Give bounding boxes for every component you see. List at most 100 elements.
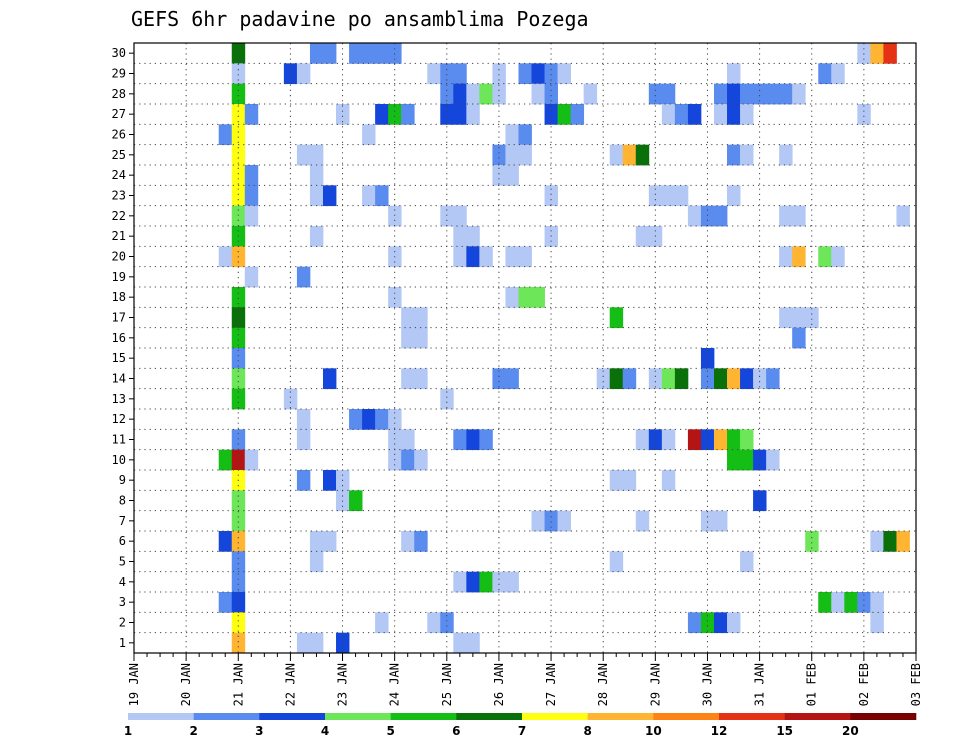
cell-member-23-step-18 (362, 185, 376, 207)
cell-member-28-step-46 (727, 83, 741, 105)
cell-member-27-step-41 (661, 104, 676, 125)
cell-member-7-step-8 (231, 510, 246, 532)
cell-member-29-step-46 (727, 63, 741, 85)
cell-member-2-step-44 (700, 612, 715, 634)
y-tick-label: 22 (112, 209, 126, 223)
cell-member-29-step-33 (557, 63, 572, 85)
cell-member-6-step-22 (414, 531, 428, 552)
y-tick-label: 1 (119, 636, 126, 650)
colorbar-label: 20 (842, 724, 859, 738)
colorbar-swatch (128, 713, 194, 720)
y-tick-label: 9 (119, 473, 126, 487)
cell-member-22-step-8 (231, 205, 246, 227)
cell-member-29-step-24 (440, 63, 454, 85)
y-tick-label: 25 (112, 148, 126, 162)
cell-member-28-step-31 (531, 83, 545, 105)
colorbar-swatch (259, 713, 326, 720)
cell-member-17-step-50 (779, 307, 793, 329)
colorbar-swatch (390, 713, 457, 720)
cell-member-29-step-31 (531, 63, 545, 85)
cell-member-17-step-22 (414, 307, 428, 329)
cell-member-20-step-29 (505, 246, 519, 268)
cell-member-14-step-36 (596, 368, 611, 390)
cell-member-12-step-18 (362, 409, 376, 430)
cell-member-2-step-46 (727, 612, 741, 634)
y-tick-label: 7 (119, 514, 126, 528)
cell-member-6-step-52 (805, 531, 819, 552)
y-tick-label: 20 (112, 250, 126, 264)
cell-member-9-step-41 (661, 470, 676, 491)
cell-member-17-step-21 (401, 307, 415, 329)
cell-member-11-step-20 (388, 429, 402, 451)
colorbar-swatch (719, 713, 785, 720)
cell-member-30-step-19 (375, 43, 389, 64)
cell-member-27-step-19 (375, 104, 389, 125)
colorbar-label: 3 (255, 724, 263, 738)
cell-member-23-step-41 (661, 185, 676, 207)
cell-member-28-step-28 (492, 83, 506, 105)
cell-member-29-step-8 (231, 63, 246, 85)
cell-member-28-step-47 (740, 83, 754, 105)
y-tick-label: 12 (112, 412, 126, 426)
cell-member-16-step-8 (231, 327, 246, 349)
cell-member-2-step-23 (427, 612, 441, 634)
cell-member-14-step-15 (322, 368, 337, 390)
cell-member-5-step-37 (609, 551, 624, 573)
x-tick-label: 22 JAN (283, 663, 297, 706)
cell-member-11-step-8 (231, 429, 246, 451)
cell-member-17-step-8 (231, 307, 246, 329)
cell-member-23-step-46 (727, 185, 741, 207)
colorbar-swatch (193, 713, 260, 720)
cell-member-26-step-7 (218, 124, 233, 146)
cell-member-10-step-46 (727, 449, 741, 471)
cell-member-23-step-14 (309, 185, 324, 207)
cell-member-29-step-28 (492, 63, 506, 85)
cell-member-1-step-14 (309, 632, 324, 654)
colorbar-label: 1 (124, 724, 132, 738)
y-tick-label: 14 (112, 372, 126, 386)
cell-member-13-step-24 (440, 388, 454, 410)
y-tick-label: 17 (112, 311, 126, 325)
cell-member-14-step-29 (505, 368, 519, 390)
y-tick-label: 29 (112, 67, 126, 81)
cell-member-11-step-40 (648, 429, 663, 451)
cell-member-26-step-29 (505, 124, 519, 146)
cell-member-22-step-44 (700, 205, 715, 227)
cell-member-14-step-42 (674, 368, 689, 390)
chart-title: GEFS 6hr padavine po ansamblima Pozega (131, 7, 589, 31)
cell-member-11-step-39 (635, 429, 650, 451)
cell-member-24-step-8 (231, 165, 246, 186)
cell-member-27-step-24 (440, 104, 454, 125)
cell-member-14-step-41 (661, 368, 676, 390)
cell-member-30-step-8 (231, 43, 246, 64)
cell-member-17-step-37 (609, 307, 624, 329)
cell-member-23-step-40 (648, 185, 663, 207)
y-tick-label: 2 (119, 616, 126, 630)
y-tick-label: 6 (119, 534, 126, 548)
cell-member-30-step-15 (322, 43, 337, 64)
cell-member-5-step-14 (309, 551, 324, 573)
x-tick-label: 25 JAN (440, 663, 454, 706)
cell-member-14-step-47 (740, 368, 754, 390)
cell-member-30-step-58 (883, 43, 897, 64)
cell-member-15-step-44 (700, 348, 715, 369)
cell-member-22-step-24 (440, 205, 454, 227)
cell-member-14-step-48 (753, 368, 767, 390)
cell-member-27-step-9 (244, 104, 259, 125)
cell-member-22-step-25 (453, 205, 467, 227)
cell-member-4-step-25 (453, 571, 467, 593)
cell-member-26-step-8 (231, 124, 246, 146)
cell-member-11-step-41 (661, 429, 676, 451)
cell-member-11-step-26 (466, 429, 480, 451)
cell-member-16-step-21 (401, 327, 415, 349)
cell-member-13-step-12 (283, 388, 298, 410)
cell-member-28-step-41 (661, 83, 676, 105)
y-tick-label: 26 (112, 128, 126, 142)
cell-member-11-step-25 (453, 429, 467, 451)
cell-member-14-step-21 (401, 368, 415, 390)
cell-member-2-step-8 (231, 612, 246, 634)
cell-member-6-step-14 (309, 531, 324, 552)
cell-member-22-step-20 (388, 205, 402, 227)
cell-member-9-step-37 (609, 470, 624, 491)
